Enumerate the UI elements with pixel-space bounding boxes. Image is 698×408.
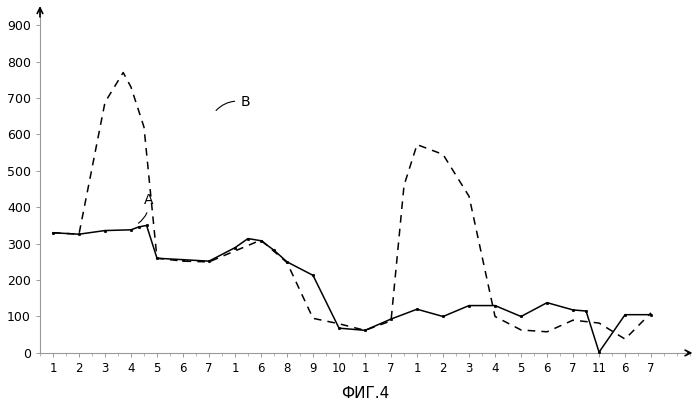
Text: B: B: [216, 95, 250, 111]
Text: A: A: [138, 193, 154, 223]
X-axis label: ФИГ.4: ФИГ.4: [341, 386, 389, 401]
